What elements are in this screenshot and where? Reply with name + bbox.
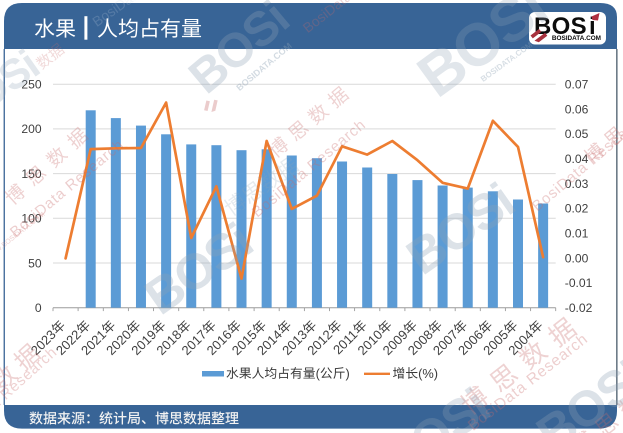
svg-text:0.07: 0.07 xyxy=(565,78,589,92)
svg-text:i: i xyxy=(589,13,596,40)
svg-text:(: ( xyxy=(316,366,321,381)
svg-text:0.03: 0.03 xyxy=(565,177,589,191)
svg-text:0.06: 0.06 xyxy=(565,102,589,116)
svg-text:0.02: 0.02 xyxy=(565,202,589,216)
svg-text:50: 50 xyxy=(28,256,42,270)
svg-text:0.01: 0.01 xyxy=(565,227,589,241)
svg-text:(%): (%) xyxy=(418,366,438,381)
svg-text:0.00: 0.00 xyxy=(565,251,589,265)
svg-text:0: 0 xyxy=(35,301,42,315)
svg-text:200: 200 xyxy=(21,122,41,136)
svg-text:): ) xyxy=(346,366,350,381)
svg-text:0.05: 0.05 xyxy=(565,127,589,141)
svg-text:-0.01: -0.01 xyxy=(565,276,593,290)
svg-text:BOSIDATA.COM: BOSIDATA.COM xyxy=(552,35,601,42)
svg-text:-0.02: -0.02 xyxy=(565,301,593,315)
svg-text:250: 250 xyxy=(21,78,41,92)
svg-text:100: 100 xyxy=(21,212,41,226)
svg-text:0.04: 0.04 xyxy=(565,152,589,166)
